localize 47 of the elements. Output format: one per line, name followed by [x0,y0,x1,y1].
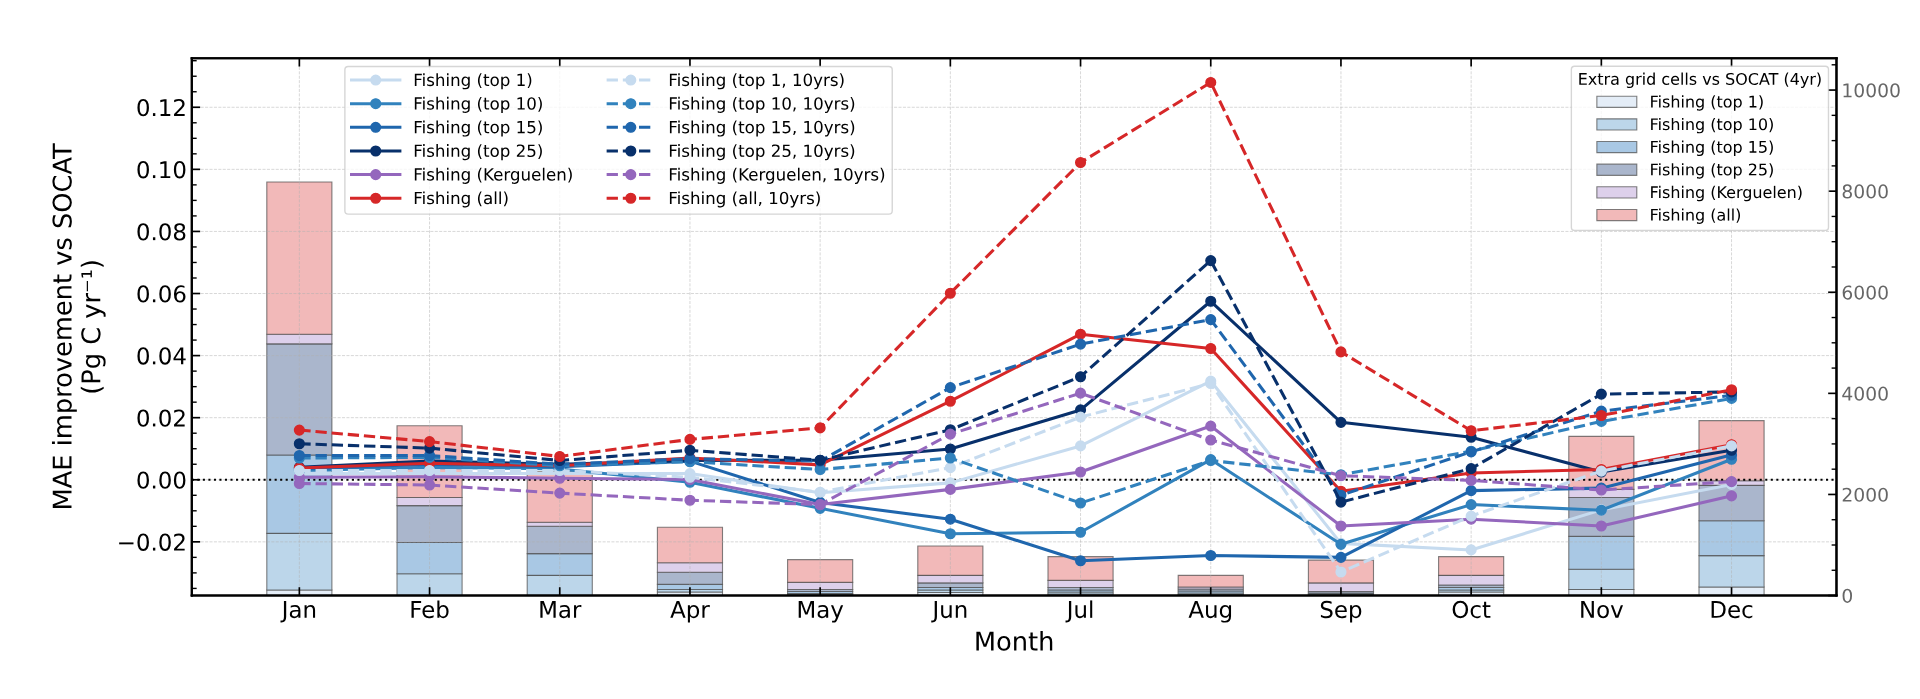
y-tick-label: 0.10 [137,161,186,179]
x-tick-label: Feb [411,600,449,619]
legend-label: Fishing (top 1) [1651,95,1763,111]
legend-label: Fishing (top 1) [414,73,532,90]
legend-label: Fishing (top 25, 10yrs) [669,144,855,161]
x-tick-label: Mar [540,601,582,619]
y-axis-title: MAE improvement vs SOCAT (Pg C yr⁻¹) [51,143,106,508]
x-tick-label: Sep [1320,600,1362,623]
legend-label: Fishing (all) [414,191,508,208]
x-tick-label: Jan [280,601,316,623]
y-tick-label: 0.02 [137,409,185,427]
x-tick-label: Jun [931,601,967,623]
x-tick-label: Nov [1581,601,1624,619]
legend-label: Fishing (top 15) [1651,140,1773,156]
legend-label: Fishing (top 1, 10yrs) [669,73,844,90]
x-axis-title: Month [976,630,1053,651]
x-tick-label: Apr [670,601,710,623]
y-tick-label: 0.08 [137,223,186,241]
legend-label: Fishing (top 25) [1651,163,1773,179]
legend-label: Fishing (Kerguelen, 10yrs) [669,167,885,184]
x-tick-label: Dec [1711,601,1753,619]
y2-tick-label: 6000 [1842,285,1888,300]
legend-label: Fishing (top 10) [414,96,542,113]
y-tick-label: 0.12 [137,98,185,117]
y2-tick-label: 4000 [1842,386,1888,401]
legend-label: Fishing (all) [1651,208,1741,224]
y-tick-label: 0.04 [137,347,186,365]
y-tick-label: 0.00 [137,471,186,489]
legend-label: Fishing (top 15) [414,120,542,137]
legend-label: Fishing (top 10) [1651,117,1773,134]
legend-label: Fishing (all, 10yrs) [669,191,820,208]
y2-tick-label: 8000 [1842,184,1888,199]
legend-label: Fishing (top 15, 10yrs) [669,120,855,137]
legend-label: Fishing (Kerguelen) [414,167,572,184]
y-tick-label: 0.06 [137,285,186,303]
legend-label: Fishing (Kerguelen) [1651,185,1802,202]
legend-title: Extra grid cells vs SOCAT (4yr) [1579,72,1821,89]
y2-tick-label: 0 [1842,588,1853,603]
y2-tick-label: 2000 [1842,487,1888,502]
x-tick-label: Jul [1065,600,1093,623]
y-tick-label: −0.02 [119,533,185,551]
y2-tick-label: 10000 [1843,83,1900,98]
x-tick-label: Aug [1188,601,1232,623]
legend-label: Fishing (top 25) [414,144,542,161]
x-tick-label: Oct [1452,600,1491,619]
legend-label: Fishing (top 10, 10yrs) [669,96,855,113]
x-tick-label: May [798,601,844,623]
